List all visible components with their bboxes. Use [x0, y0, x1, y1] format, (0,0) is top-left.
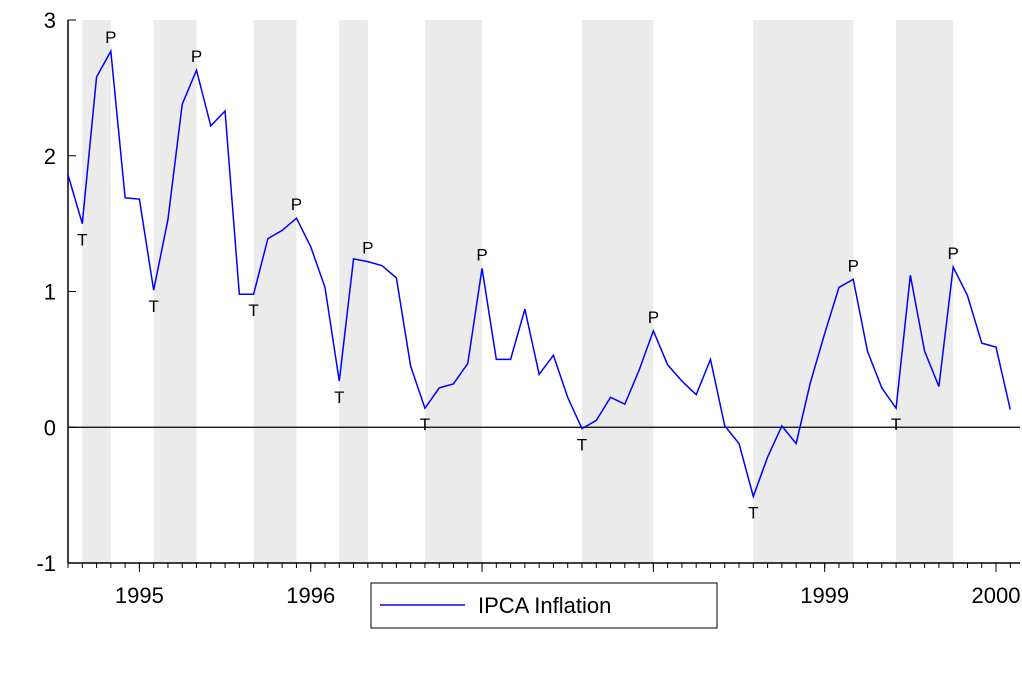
y-tick-label: 2 [44, 144, 56, 169]
x-tick-label: 1999 [800, 583, 849, 608]
data-line [67, 48, 1012, 499]
annotation: T [334, 388, 344, 407]
shaded-period [896, 20, 954, 563]
annotation: T [77, 231, 87, 250]
annotation: T [577, 436, 587, 455]
y-tick-label: 3 [44, 8, 56, 33]
y-tick-label: 0 [44, 415, 56, 440]
annotation: P [291, 195, 302, 214]
x-tick-label: 1995 [115, 583, 164, 608]
annotation: P [105, 28, 116, 47]
shaded-period [82, 20, 111, 563]
shaded-period [339, 20, 368, 563]
y-tick-label: -1 [36, 551, 56, 576]
annotation: T [891, 415, 901, 434]
x-tick-label: 1996 [286, 583, 335, 608]
x-tick-label: 2000 [972, 583, 1021, 608]
annotation: P [476, 245, 487, 264]
shaded-period [581, 20, 654, 563]
shaded-period [424, 20, 483, 563]
annotation: P [948, 244, 959, 263]
annotation: T [420, 415, 430, 434]
y-tick-label: 1 [44, 280, 56, 305]
annotation: T [148, 297, 158, 316]
annotation: P [648, 308, 659, 327]
shaded-period [153, 20, 197, 563]
annotation: T [248, 301, 258, 320]
annotation: P [191, 47, 202, 66]
shaded-period [753, 20, 854, 563]
legend-label: IPCA Inflation [478, 593, 611, 618]
annotation: P [362, 239, 373, 258]
annotation: P [848, 256, 859, 275]
shaded-period [253, 20, 297, 563]
annotation: T [748, 503, 758, 522]
